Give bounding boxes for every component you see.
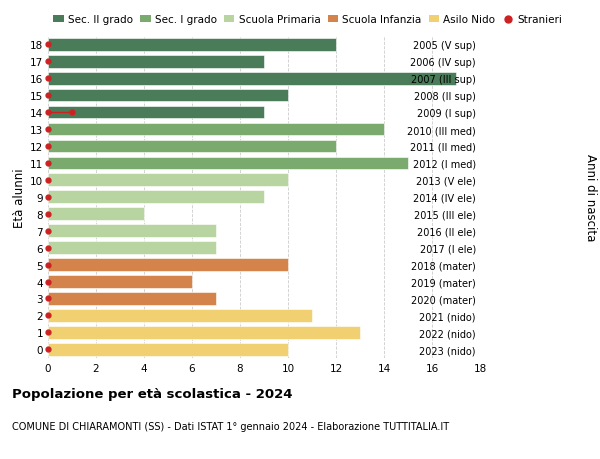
Bar [48,191,264,204]
Text: Popolazione per età scolastica - 2024: Popolazione per età scolastica - 2024 [12,387,293,400]
Bar [48,123,384,136]
Bar [48,90,288,102]
Bar [48,174,288,187]
Bar [48,242,216,254]
Bar [48,106,264,119]
Bar [48,309,312,322]
Bar [48,140,336,153]
Bar [48,292,216,305]
Y-axis label: Età alunni: Età alunni [13,168,26,227]
Bar [48,326,360,339]
Bar [48,343,288,356]
Bar [48,56,264,68]
Text: COMUNE DI CHIARAMONTI (SS) - Dati ISTAT 1° gennaio 2024 - Elaborazione TUTTITALI: COMUNE DI CHIARAMONTI (SS) - Dati ISTAT … [12,421,449,431]
Bar [48,275,192,288]
Bar [48,208,144,221]
Bar [48,259,288,271]
Bar [48,225,216,238]
Bar [48,157,408,170]
Text: Anni di nascita: Anni di nascita [584,154,597,241]
Legend: Sec. II grado, Sec. I grado, Scuola Primaria, Scuola Infanzia, Asilo Nido, Stran: Sec. II grado, Sec. I grado, Scuola Prim… [53,15,562,25]
Bar [48,73,456,85]
Bar [48,39,336,51]
